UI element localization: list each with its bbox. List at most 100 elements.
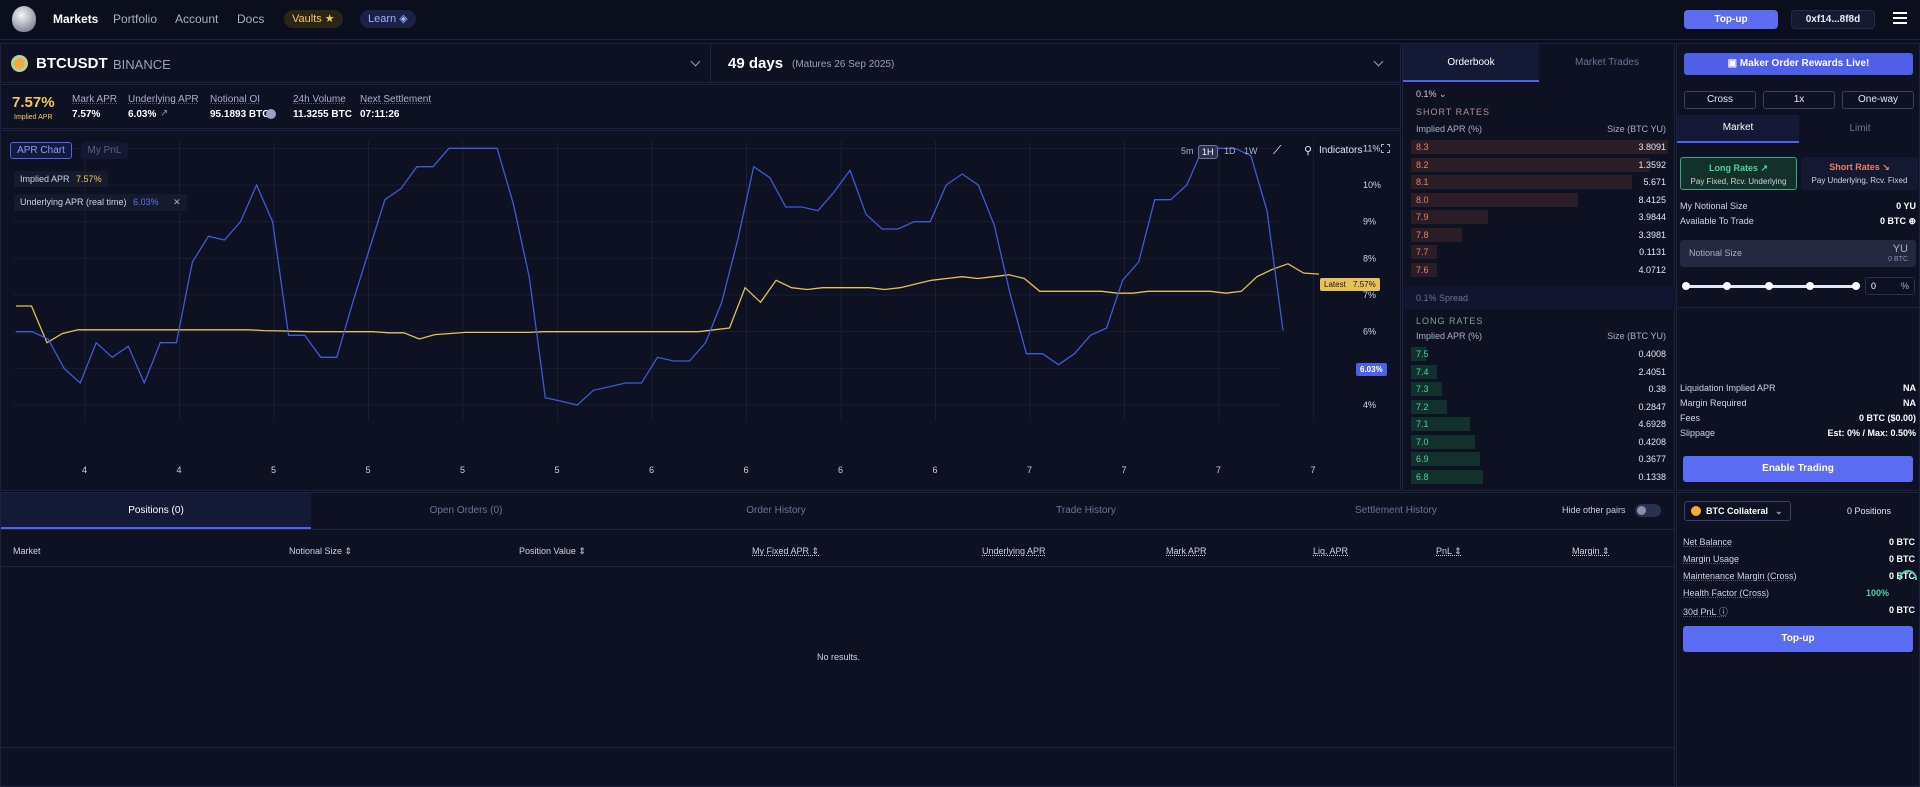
collateral-topup-button[interactable]: Top-up <box>1683 626 1913 652</box>
orderbook-row[interactable]: 7.9 3.9844 <box>1411 210 1668 224</box>
tab-positions[interactable]: Positions (0) <box>1 493 311 529</box>
maturity-days[interactable]: 49 days <box>728 55 784 72</box>
col-liq-apr[interactable]: Liq. APR <box>1313 546 1349 556</box>
stat-label: Notional OI <box>210 94 261 105</box>
tab-my-pnl[interactable]: My PnL <box>81 142 128 159</box>
hamburger-menu-icon[interactable] <box>1893 12 1907 24</box>
chevron-down-icon[interactable] <box>690 56 701 67</box>
row-size: 8.4125 <box>1638 194 1666 205</box>
orderbook-row[interactable]: 7.5 0.4008 <box>1411 347 1668 361</box>
nav-markets[interactable]: Markets <box>53 12 99 26</box>
col-market[interactable]: Market <box>13 546 41 556</box>
line-chart-icon[interactable]: ⟋ <box>1273 143 1282 157</box>
row-value: NA <box>1903 398 1916 408</box>
slider-mark[interactable] <box>1806 282 1814 290</box>
timeframe-1w[interactable]: 1W <box>1244 146 1258 156</box>
row-size: 0.38 <box>1648 384 1666 394</box>
x-tick-label: 6 <box>649 465 654 475</box>
timeframe-1h[interactable]: 1H <box>1198 145 1218 159</box>
orderbook-row[interactable]: 7.7 0.1131 <box>1411 245 1668 259</box>
row-rate: 7.5 <box>1416 349 1429 359</box>
tab-apr-chart[interactable]: APR Chart <box>10 142 72 159</box>
notional-size-input[interactable]: Notional Size YU 0 BTC <box>1680 240 1916 267</box>
orderbook-row[interactable]: 7.3 0.38 <box>1411 382 1668 396</box>
position-mode-button[interactable]: One-way <box>1842 91 1914 109</box>
col-pnl[interactable]: PnL ⇕ <box>1436 546 1462 556</box>
row-size: 0.4208 <box>1638 436 1666 447</box>
tab-open-orders[interactable]: Open Orders (0) <box>429 505 503 516</box>
timeframe-5m[interactable]: 5m <box>1181 146 1194 156</box>
tab-trade-history[interactable]: Trade History <box>1056 505 1116 516</box>
size-slider[interactable] <box>1682 282 1860 290</box>
orderbook-row[interactable]: 6.8 0.1338 <box>1411 469 1668 484</box>
col-notional-size[interactable]: Notional Size ⇕ <box>289 546 353 556</box>
x-tick-label: 6 <box>838 465 843 475</box>
nav-learn[interactable]: Learn ◈ <box>360 10 416 28</box>
slider-mark[interactable] <box>1765 282 1773 290</box>
enable-trading-button[interactable]: Enable Trading <box>1683 456 1913 482</box>
hide-other-pairs-toggle[interactable] <box>1635 504 1661 517</box>
slider-mark[interactable] <box>1723 282 1731 290</box>
external-link-icon[interactable]: ↗ <box>160 108 169 119</box>
row-rate: 8.1 <box>1416 177 1429 187</box>
divider <box>1 566 1676 567</box>
nav-vaults[interactable]: Vaults ★ <box>284 10 343 28</box>
orderbook-row[interactable]: 8.3 3.8091 <box>1411 140 1668 154</box>
nav-docs[interactable]: Docs <box>237 12 265 26</box>
row-rate: 7.7 <box>1416 247 1429 257</box>
tab-limit-order[interactable]: Limit <box>1849 123 1871 134</box>
col-position-value[interactable]: Position Value ⇕ <box>519 546 586 556</box>
app-logo[interactable] <box>12 6 36 32</box>
x-tick-label: 6 <box>933 465 938 475</box>
collateral-selector[interactable]: BTC Collateral ⌄ <box>1684 501 1791 521</box>
row-rate: 6.8 <box>1416 471 1429 482</box>
depth-bar <box>1411 140 1668 154</box>
orderbook-row[interactable]: 7.4 2.4051 <box>1411 364 1668 379</box>
slider-mark[interactable] <box>1852 282 1860 290</box>
col-my-fixed-apr[interactable]: My Fixed APR ⇕ <box>752 546 820 556</box>
orderbook-header: Implied APR (%) Size (BTC YU) <box>1416 124 1666 134</box>
orderbook-row[interactable]: 7.0 0.4208 <box>1411 434 1668 449</box>
orderbook-row[interactable]: 7.6 4.0712 <box>1411 262 1668 277</box>
margin-mode-button[interactable]: Cross <box>1684 91 1756 109</box>
market-pair[interactable]: BTCUSDT <box>36 55 108 72</box>
slider-handle[interactable] <box>1682 282 1690 290</box>
col-margin[interactable]: Margin ⇕ <box>1572 546 1610 556</box>
nav-account[interactable]: Account <box>175 12 219 26</box>
tab-orderbook[interactable]: Orderbook <box>1403 44 1539 82</box>
col-underlying-apr[interactable]: Underlying APR <box>982 546 1046 556</box>
legend-label: Underlying APR (real time) <box>20 197 127 207</box>
orderbook-row[interactable]: 8.1 5.671 <box>1411 175 1668 189</box>
close-icon[interactable]: ✕ <box>173 197 181 207</box>
orderbook-row[interactable]: 6.9 0.3677 <box>1411 452 1668 466</box>
x-tick-label: 7 <box>1216 465 1221 475</box>
chevron-down-icon[interactable] <box>1373 56 1384 67</box>
orderbook-row[interactable]: 7.2 0.2847 <box>1411 399 1668 414</box>
tab-market-trades[interactable]: Market Trades <box>1575 57 1639 68</box>
orderbook-row[interactable]: 7.8 3.3981 <box>1411 227 1668 242</box>
row-size: 1.3592 <box>1638 159 1666 170</box>
orderbook-row[interactable]: 8.0 8.4125 <box>1411 192 1668 207</box>
tab-order-history[interactable]: Order History <box>746 505 806 516</box>
col-mark-apr[interactable]: Mark APR <box>1166 546 1207 556</box>
volume-value: 11.3255 BTC <box>293 109 352 120</box>
btc-icon <box>11 55 28 72</box>
percent-input[interactable]: 0 % <box>1865 277 1915 295</box>
orderbook-row[interactable]: 7.1 4.6928 <box>1411 417 1668 431</box>
short-rates-button[interactable]: Short Rates ↘ Pay Underlying, Rcv. Fixed <box>1801 157 1918 190</box>
maker-rewards-button[interactable]: ▣ Maker Order Rewards Live! <box>1684 53 1913 75</box>
orderbook-row[interactable]: 8.2 1.3592 <box>1411 157 1668 172</box>
leverage-button[interactable]: 1x <box>1763 91 1835 109</box>
precision-selector[interactable]: 0.1% ⌄ <box>1416 89 1447 99</box>
indicators-icon[interactable]: ⚲ <box>1304 145 1313 157</box>
topup-button[interactable]: Top-up <box>1684 10 1778 29</box>
tab-settlement-history[interactable]: Settlement History <box>1355 505 1437 516</box>
indicators-button[interactable]: Indicators <box>1319 145 1363 156</box>
wallet-address-button[interactable]: 0xf14...8f8d <box>1791 10 1875 29</box>
nav-portfolio[interactable]: Portfolio <box>113 12 158 26</box>
timeframe-1d[interactable]: 1D <box>1224 146 1236 156</box>
tab-market-order[interactable]: Market <box>1677 115 1799 143</box>
fullscreen-icon[interactable] <box>1381 144 1390 153</box>
long-rates-button[interactable]: Long Rates ↗ Pay Fixed, Rcv. Underlying <box>1680 157 1797 190</box>
